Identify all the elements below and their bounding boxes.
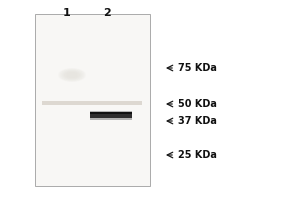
Bar [90,112,132,118]
Ellipse shape [60,69,84,81]
Text: 2: 2 [103,8,111,18]
Bar [90,110,132,119]
Text: 25 KDa: 25 KDa [178,150,217,160]
Bar [90,112,132,114]
Text: 37 KDa: 37 KDa [178,116,217,126]
Ellipse shape [61,69,83,81]
Text: 1: 1 [63,8,71,18]
Bar [35,14,150,186]
Bar [42,101,142,105]
Ellipse shape [58,68,86,82]
Ellipse shape [59,68,85,82]
Text: 50 KDa: 50 KDa [178,99,217,109]
Text: 75 KDa: 75 KDa [178,63,217,73]
